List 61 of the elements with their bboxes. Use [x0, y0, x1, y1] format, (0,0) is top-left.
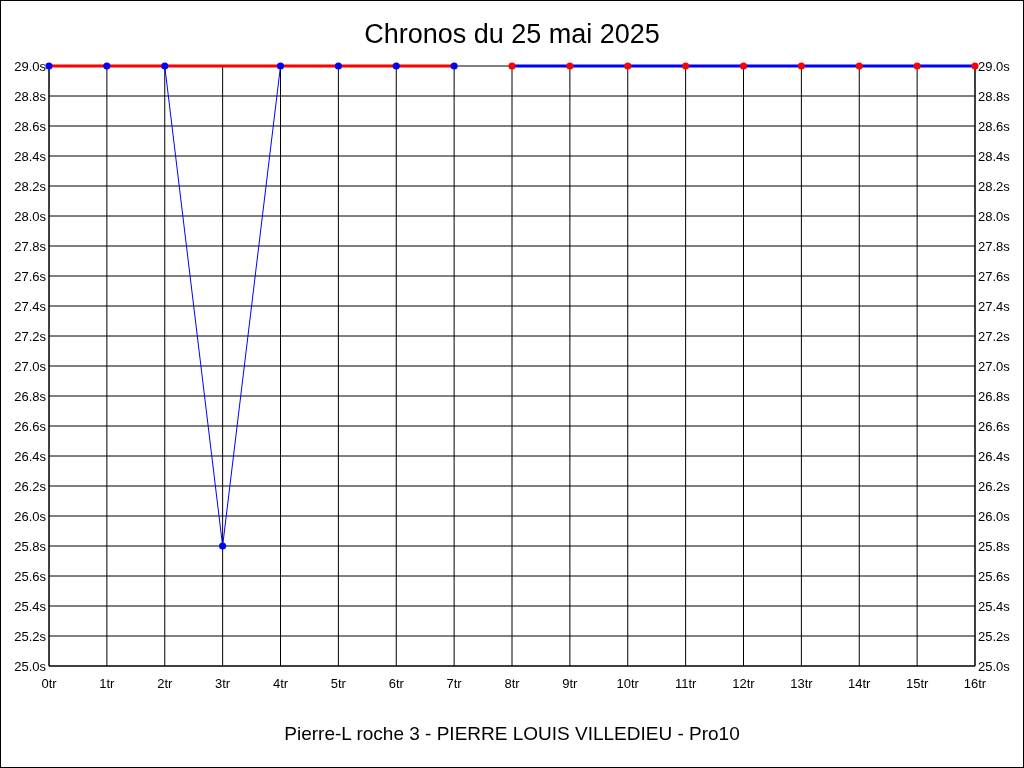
x-tick-label: 0tr	[41, 676, 58, 691]
y2-tick-label: 28.8s	[978, 88, 1011, 104]
x-tick-label: 10tr	[616, 676, 640, 691]
x-tick-label: 15tr	[905, 676, 929, 691]
x-tick-label: 16tr	[963, 676, 987, 691]
y-tick-label: 28.2s	[14, 178, 47, 194]
x-tick-label: 1tr	[99, 676, 116, 691]
y2-tick-label: 26.4s	[978, 448, 1011, 464]
y-tick-label: 26.2s	[14, 478, 47, 494]
y-tick-label: 26.8s	[14, 388, 47, 404]
y-tick-label: 25.4s	[14, 598, 47, 614]
y2-tick-label: 28.6s	[978, 118, 1011, 134]
y-tick-label: 25.2s	[14, 628, 47, 644]
y-tick-label: 26.0s	[14, 508, 47, 524]
x-tick-label: 6tr	[388, 676, 405, 691]
x-tick-label: 13tr	[790, 676, 814, 691]
y-tick-label: 26.6s	[14, 418, 47, 434]
y2-tick-label: 27.0s	[978, 358, 1011, 374]
y-tick-label: 28.6s	[14, 118, 47, 134]
x-tick-label: 4tr	[272, 676, 289, 691]
y2-tick-label: 27.6s	[978, 268, 1011, 284]
y2-tick-label: 26.0s	[978, 508, 1011, 524]
y-tick-label: 27.6s	[14, 268, 47, 284]
y2-tick-label: 26.2s	[978, 478, 1011, 494]
y-tick-label: 29.0s	[14, 58, 47, 74]
y-tick-label: 25.6s	[14, 568, 47, 584]
x-tick-label: 14tr	[848, 676, 872, 691]
y2-tick-label: 25.0s	[978, 658, 1011, 674]
x-tick-label: 2tr	[157, 676, 174, 691]
chart-title: Chronos du 25 mai 2025	[364, 19, 660, 49]
x-tick-label: 5tr	[330, 676, 347, 691]
x-tick-label: 12tr	[732, 676, 756, 691]
y-tick-label: 25.8s	[14, 538, 47, 554]
x-tick-label: 9tr	[562, 676, 579, 691]
x-tick-label: 7tr	[446, 676, 463, 691]
y2-tick-label: 25.4s	[978, 598, 1011, 614]
y2-tick-label: 27.4s	[978, 298, 1011, 314]
y2-tick-label: 26.8s	[978, 388, 1011, 404]
y-tick-label: 27.2s	[14, 328, 47, 344]
y2-tick-label: 26.6s	[978, 418, 1011, 434]
y-tick-label: 27.8s	[14, 238, 47, 254]
y-tick-label: 28.8s	[14, 88, 47, 104]
y2-tick-label: 29.0s	[978, 58, 1011, 74]
y-tick-label: 28.4s	[14, 148, 47, 164]
y2-tick-label: 28.4s	[978, 148, 1011, 164]
y-tick-label: 27.0s	[14, 358, 47, 374]
y2-tick-label: 25.8s	[978, 538, 1011, 554]
y2-tick-label: 28.0s	[978, 208, 1011, 224]
x-tick-label: 11tr	[674, 676, 698, 691]
y-tick-label: 25.0s	[14, 658, 47, 674]
y-tick-label: 27.4s	[14, 298, 47, 314]
x-tick-label: 8tr	[504, 676, 521, 691]
y2-tick-label: 28.2s	[978, 178, 1011, 194]
y2-tick-label: 27.8s	[978, 238, 1011, 254]
x-axis-title: Pierre-L roche 3 - PIERRE LOUIS VILLEDIEU - Pro10	[284, 723, 740, 744]
y-tick-label: 28.0s	[14, 208, 47, 224]
y-tick-label: 26.4s	[14, 448, 47, 464]
y2-tick-label: 25.2s	[978, 628, 1011, 644]
y2-tick-label: 25.6s	[978, 568, 1011, 584]
y2-tick-label: 27.2s	[978, 328, 1011, 344]
x-tick-label: 3tr	[215, 676, 231, 691]
